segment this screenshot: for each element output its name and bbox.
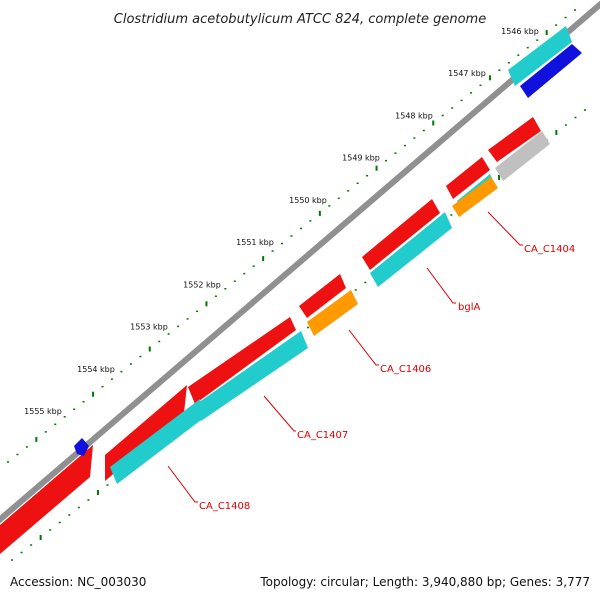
ruler-label: 1551 kbp: [236, 238, 274, 247]
gene-reverse-3[interactable]: [370, 212, 452, 287]
gene-forward-6[interactable]: [446, 157, 490, 199]
map-title: Clostridium acetobutylicum ATCC 824, com…: [114, 12, 486, 27]
ruler-labels: 1546 kbp 1547 kbp 1548 kbp 1549 kbp 1550 kbp…: [24, 27, 539, 416]
gene-reverse-1[interactable]: [110, 399, 205, 484]
feature-blue-2[interactable]: [74, 438, 89, 456]
gene-reverse-5[interactable]: [508, 26, 572, 86]
outer-tick-track: [7, 9, 576, 463]
gene-forward-1[interactable]: [0, 445, 93, 554]
gene-label-ca-c1406[interactable]: CA_C1406: [380, 364, 431, 375]
feature-blue-1[interactable]: [520, 44, 582, 98]
feature-grey[interactable]: [495, 131, 550, 181]
feature-orange-2[interactable]: [452, 177, 498, 217]
genome-backbone: [0, 0, 600, 524]
ruler-label: 1555 kbp: [24, 407, 62, 416]
label-leaders: [167, 211, 523, 503]
ruler-label: 1546 kbp: [501, 27, 539, 36]
ruler-label: 1550 kbp: [289, 196, 327, 205]
gene-forward-5[interactable]: [362, 199, 440, 270]
summary-text: Topology: circular; Length: 3,940,880 bp…: [259, 575, 590, 589]
ruler-label: 1553 kbp: [130, 323, 168, 332]
gene-label-ca-c1404[interactable]: CA_C1404: [524, 244, 575, 255]
ruler-label: 1547 kbp: [448, 69, 486, 78]
ruler-label: 1549 kbp: [342, 154, 380, 163]
ruler-label: 1554 kbp: [77, 365, 115, 374]
gene-label-ca-c1407[interactable]: CA_C1407: [297, 430, 348, 441]
accession-text: Accession: NC_003030: [10, 575, 146, 589]
gene-label-bgla[interactable]: bglA: [458, 302, 480, 313]
gene-forward-7[interactable]: [488, 117, 541, 162]
feature-orange-1[interactable]: [307, 290, 358, 336]
gene-label-ca-c1408[interactable]: CA_C1408: [199, 501, 250, 512]
ruler-label: 1548 kbp: [395, 111, 433, 120]
gene-forward-3[interactable]: [188, 317, 296, 404]
gene-reverse-2[interactable]: [195, 331, 308, 421]
gene-forward-4[interactable]: [299, 274, 346, 318]
ruler-label: 1552 kbp: [183, 280, 221, 289]
